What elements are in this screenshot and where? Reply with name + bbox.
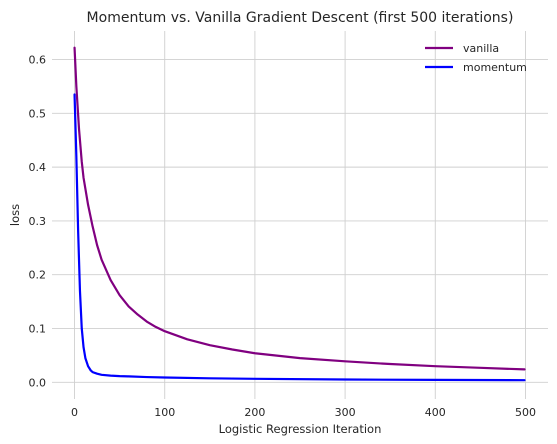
y-tick-label: 0.0 [29, 376, 47, 389]
series-line-vanilla [73, 46, 526, 371]
y-tick-label: 0.1 [29, 323, 47, 336]
x-tick-label: 300 [335, 406, 356, 419]
x-axis-label: Logistic Regression Iteration [219, 422, 382, 436]
x-tick-label: 200 [244, 406, 265, 419]
chart-title: Momentum vs. Vanilla Gradient Descent (f… [87, 10, 514, 26]
y-tick-label: 0.5 [29, 107, 47, 120]
x-tick-label: 0 [71, 406, 78, 419]
y-axis-label: loss [8, 204, 22, 226]
series-line-momentum [73, 93, 526, 382]
y-tick-label: 0.2 [29, 269, 47, 282]
legend: vanilla momentum [425, 42, 527, 74]
x-tick-label: 400 [425, 406, 446, 419]
legend-label-momentum: momentum [463, 61, 527, 74]
grid-lines [52, 31, 548, 399]
series-lines [73, 46, 526, 382]
plot-area [52, 31, 548, 399]
y-tick-label: 0.3 [29, 215, 47, 228]
y-tick-label: 0.6 [29, 54, 47, 67]
y-tick-label: 0.4 [29, 161, 47, 174]
x-tick-label: 500 [515, 406, 536, 419]
tick-labels: 0 100 200 300 400 500 0.0 0.1 0.2 0.3 0.4 0.5 0.6 [29, 54, 536, 419]
x-tick-label: 100 [154, 406, 175, 419]
legend-label-vanilla: vanilla [463, 42, 499, 55]
